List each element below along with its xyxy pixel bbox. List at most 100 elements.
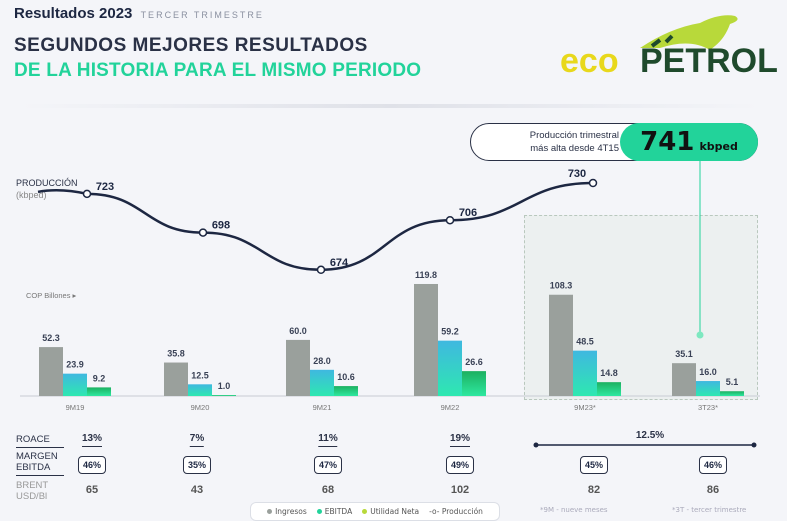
legend-text: Utilidad Neta [370,507,420,516]
roace-value: 13% [81,433,103,447]
ebitda-margin-value: 35% [182,456,212,474]
chart: 52.3 23.9 9.2 9M19 35.8 12.5 1.0 9M20 60.0 28.0 10… [20,161,760,412]
production-value-label: 698 [212,220,230,232]
ebitda-margin-value: 45% [579,456,609,474]
bar-ingresos [164,362,188,396]
legend-text: Producción [441,507,483,516]
bar-utilidad-neta [462,371,486,396]
ebitda-margin-value: 47% [313,456,343,474]
bar-value-label: 9.2 [93,373,106,383]
callout-unit: kbped [699,140,738,153]
bar-ingresos [414,283,438,396]
roace-value-range: 12.5% [635,430,665,441]
production-point [588,178,598,188]
legend-ingresos: Ingresos [267,507,307,516]
ebitda-margin-value: 46% [698,456,728,474]
bar-axis-label: COP Billones ▸ [26,291,77,300]
bar-ebitda [63,373,87,396]
bar-axis-label-text: COP Billones [26,291,71,300]
legend: Ingresos EBITDA Utilidad Neta -o- Produc… [250,502,500,521]
production-line [37,181,594,272]
bar-utilidad-neta [87,387,111,396]
iguana-icon [640,15,738,50]
production-value-label: 674 [330,257,349,269]
bar-value-label: 5.1 [726,377,739,387]
category-label: 9M20 [191,403,210,412]
roace-value: 11% [318,433,338,447]
margin-label-1: MARGEN [16,451,58,462]
bar-utilidad-neta [597,382,621,396]
bar-value-label: 59.2 [441,327,459,337]
bar-ebitda [573,350,597,396]
footnote-9m: *9M - nueve meses [540,506,608,514]
bar-value-label: 1.0 [218,381,231,391]
category-label: 9M23* [574,403,596,412]
bar-value-label: 35.1 [675,349,693,359]
callout-text-2: más alta desde 4T15 [530,143,619,154]
ebitda-margin-value: 46% [77,456,107,474]
bar-value-label: 52.3 [42,333,60,343]
category-label: 3T23* [698,403,718,412]
bar-value-label: 16.0 [699,367,717,377]
bar-ebitda [310,369,334,396]
callout-connector-dot [696,331,704,339]
bar-utilidad-neta [212,395,236,396]
bar-value-label: 60.0 [289,326,307,336]
brent-value: 43 [190,484,204,496]
bar-ingresos [672,363,696,396]
legend-text: Ingresos [275,507,307,516]
headline-1: SEGUNDOS MEJORES RESULTADOS [14,35,368,56]
production-point [198,228,208,237]
bar-utilidad-neta [720,391,744,396]
title-text: Resultados 2023 [14,5,133,22]
bar-value-label: 35.8 [167,349,185,359]
brent-value: 102 [450,484,470,496]
bar-utilidad-neta [334,386,358,396]
bar-ingresos [39,347,63,396]
production-point [82,189,92,199]
category-label: 9M22 [441,403,460,412]
roace-range-line [533,442,757,448]
bar-value-label: 48.5 [576,337,594,347]
bar-ebitda [438,340,462,396]
callout-value-pill: 741 kbped [620,123,758,161]
brent-label-2: USD/Bl [16,491,48,502]
divider [20,104,760,108]
category-label: 9M19 [66,403,85,412]
bar-ebitda [188,384,212,396]
production-axis-unit: (kbped) [16,190,47,200]
legend-ebitda: EBITDA [316,507,353,516]
bar-value-label: 28.0 [313,356,331,366]
category-label: 9M21 [313,403,332,412]
production-axis-label: PRODUCCIÓN [16,178,78,188]
bar-ingresos [549,294,573,396]
legend-produccion: -o- Producción [429,507,483,516]
brent-value: 82 [587,484,601,496]
bar-value-label: 108.3 [550,281,573,291]
callout-text-1: Producción trimestral [529,130,619,141]
footnote-3t: *3T - tercer trimestre [672,506,747,514]
ecopetrol-logo: eco PETROL [560,8,778,80]
brent-value: 68 [321,484,335,496]
brent-label-1: BRENT [16,480,49,491]
production-value-label: 706 [459,207,477,219]
callout-value: 741 [640,127,695,157]
production-value-label: 723 [96,181,114,193]
bar-value-label: 12.5 [191,370,209,380]
production-callout: Producción trimestral más alta desde 4T15… [470,123,758,161]
headline-2: DE LA HISTORIA PARA EL MISMO PERIODO [14,60,422,81]
bar-ebitda [696,381,720,396]
production-value-label: 730 [568,168,586,180]
production-point [445,215,455,225]
bar-value-label: 14.8 [600,368,618,378]
brent-value: 86 [706,484,720,496]
brent-value: 65 [85,484,99,496]
bar-ingresos [286,339,310,396]
legend-text: EBITDA [324,507,353,516]
roace-value: 7% [189,433,205,447]
bar-value-label: 10.6 [337,372,355,382]
bar-value-label: 119.8 [415,270,437,280]
subtitle-text: TERCER TRIMESTRE [140,10,264,20]
roace-value: 19% [449,433,471,447]
margin-label-2: EBITDA [16,462,51,473]
